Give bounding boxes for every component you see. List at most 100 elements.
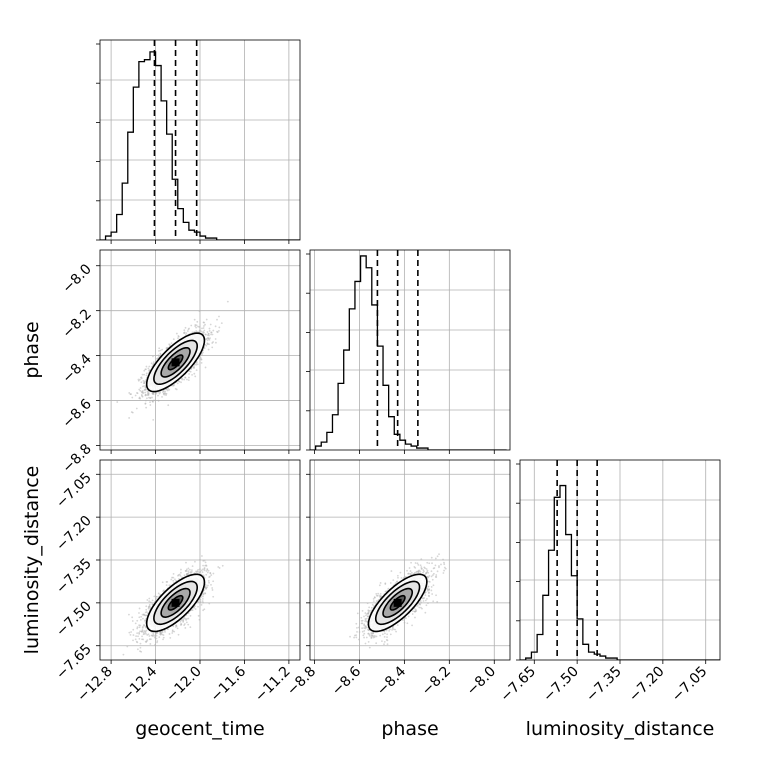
scatter-point xyxy=(378,584,381,587)
scatter-point xyxy=(152,418,155,421)
scatter-point xyxy=(144,640,147,643)
scatter-point xyxy=(360,616,363,619)
scatter-point xyxy=(139,397,142,400)
scatter-point xyxy=(152,393,155,395)
x-tick-label: −7.20 xyxy=(626,664,668,706)
scatter-point xyxy=(218,315,220,318)
scatter-point xyxy=(368,606,371,609)
scatter-point xyxy=(205,338,208,340)
scatter-point xyxy=(155,632,157,635)
scatter-point xyxy=(208,327,211,330)
scatter-point xyxy=(363,615,365,618)
scatter-point xyxy=(353,636,356,639)
scatter-point xyxy=(194,325,197,328)
scatter-point xyxy=(138,612,140,614)
scatter-point xyxy=(207,584,209,587)
scatter-point xyxy=(391,626,394,629)
scatter-point xyxy=(400,577,403,579)
scatter-point xyxy=(209,323,212,326)
scatter-point xyxy=(156,641,158,644)
scatter-point xyxy=(187,567,190,570)
scatter-point xyxy=(142,631,145,634)
y-tick-label: −8.4 xyxy=(59,351,94,386)
scatter-point xyxy=(430,575,433,578)
scatter-point xyxy=(122,653,125,656)
scatter-point xyxy=(394,628,397,631)
scatter-point xyxy=(161,581,164,584)
scatter-point xyxy=(212,580,215,583)
scatter-point xyxy=(199,568,201,571)
scatter-point xyxy=(141,390,143,393)
scatter-point xyxy=(373,596,376,599)
scatter-point xyxy=(425,571,428,574)
scatter-point xyxy=(204,333,207,336)
scatter-point xyxy=(205,318,208,321)
scatter-point xyxy=(408,567,411,569)
scatter-point xyxy=(159,633,162,636)
scatter-point xyxy=(221,564,224,567)
x-tick-label: −8.2 xyxy=(419,664,454,699)
scatter-point xyxy=(167,628,169,631)
scatter-point xyxy=(178,578,180,580)
scatter-point xyxy=(165,584,168,587)
scatter-point xyxy=(183,574,186,577)
x-axis-label-phase: phase xyxy=(381,718,438,740)
scatter-point xyxy=(188,568,191,571)
scatter-point xyxy=(204,561,207,564)
scatter-point xyxy=(420,558,423,561)
scatter-point xyxy=(136,632,139,635)
scatter-point xyxy=(181,377,184,380)
scatter-point xyxy=(356,631,358,633)
scatter-point xyxy=(385,629,388,632)
scatter-point xyxy=(357,638,360,641)
contour-line xyxy=(382,587,414,618)
scatter-point xyxy=(139,378,141,381)
scatter-point xyxy=(126,645,129,648)
scatter-point xyxy=(145,632,147,635)
scatter-point xyxy=(366,602,369,605)
scatter-point xyxy=(162,391,164,394)
scatter-point xyxy=(199,600,202,603)
scatter-point xyxy=(199,329,202,332)
scatter-point xyxy=(149,396,152,399)
scatter-point xyxy=(216,330,218,333)
density-content xyxy=(116,300,229,421)
scatter-point xyxy=(204,586,207,589)
scatter-point xyxy=(420,606,422,609)
scatter-point xyxy=(431,574,434,577)
scatter-point xyxy=(144,391,147,394)
scatter-point xyxy=(168,584,171,587)
scatter-point xyxy=(367,628,369,631)
scatter-point xyxy=(414,562,417,564)
scatter-point xyxy=(145,388,147,391)
scatter-point xyxy=(142,617,144,620)
scatter-point xyxy=(203,608,206,611)
scatter-point xyxy=(136,641,139,644)
scatter-point xyxy=(206,331,209,333)
scatter-point xyxy=(209,572,212,575)
scatter-point xyxy=(378,594,381,597)
scatter-point xyxy=(202,574,205,577)
scatter-point xyxy=(190,609,193,612)
scatter-point xyxy=(177,337,179,340)
scatter-point xyxy=(392,579,395,582)
scatter-point xyxy=(134,394,137,397)
scatter-point xyxy=(177,335,180,337)
scatter-point xyxy=(203,347,206,350)
scatter-point xyxy=(196,320,199,323)
scatter-point xyxy=(159,349,162,352)
scatter-point xyxy=(383,643,385,646)
scatter-point xyxy=(355,622,358,625)
scatter-point xyxy=(420,601,423,604)
scatter-point xyxy=(136,392,138,394)
contour-line xyxy=(167,594,184,611)
scatter-point xyxy=(364,642,367,645)
scatter-point xyxy=(156,357,158,360)
scatter-point xyxy=(208,329,211,332)
scatter-point xyxy=(207,332,210,335)
scatter-point xyxy=(154,643,157,646)
scatter-point xyxy=(420,566,423,568)
scatter-point xyxy=(201,600,204,602)
scatter-point xyxy=(423,566,426,569)
